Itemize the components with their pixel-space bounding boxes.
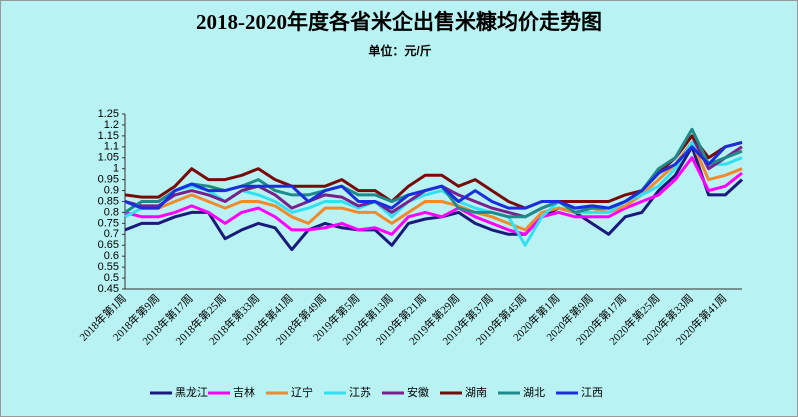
legend-label: 湖南 — [465, 386, 487, 399]
y-tick-label: 1 — [113, 163, 119, 175]
y-tick-label: 0.7 — [104, 228, 119, 240]
y-tick-label: 1.15 — [98, 130, 119, 142]
y-tick-label: 0.45 — [98, 283, 119, 295]
y-tick-label: 0.65 — [98, 239, 119, 251]
legend-label: 辽宁 — [291, 385, 313, 399]
chart-title: 2018-2020年度各省米企出售米糠均价走势图 — [196, 10, 602, 34]
y-tick-label: 1.1 — [104, 141, 119, 153]
y-tick-label: 0.5 — [104, 272, 119, 284]
legend-label: 黑龙江 — [175, 386, 208, 399]
line — [124, 140, 743, 210]
line — [124, 145, 744, 252]
legend-label: 江苏 — [349, 386, 371, 399]
legend-label: 湖北 — [523, 386, 545, 399]
y-tick-label: 1.2 — [104, 119, 119, 131]
y-tick-label: 0.85 — [98, 195, 119, 207]
y-tick-label: 0.8 — [104, 206, 119, 218]
legend-label: 吉林 — [233, 385, 255, 399]
y-tick-label: 0.9 — [104, 184, 119, 196]
legend-label: 江西 — [581, 386, 603, 399]
y-tick-label: 1.05 — [98, 152, 119, 164]
line — [124, 156, 743, 236]
y-tick-label: 0.55 — [98, 261, 119, 273]
y-tick-label: 0.95 — [98, 174, 119, 186]
y-tick-label: 0.75 — [98, 217, 119, 229]
legend-label: 安徽 — [407, 385, 429, 399]
y-tick-label: 1.25 — [98, 108, 119, 120]
chart-subtitle: 单位：元/斤 — [368, 43, 431, 58]
y-tick-label: 0.6 — [104, 250, 119, 262]
